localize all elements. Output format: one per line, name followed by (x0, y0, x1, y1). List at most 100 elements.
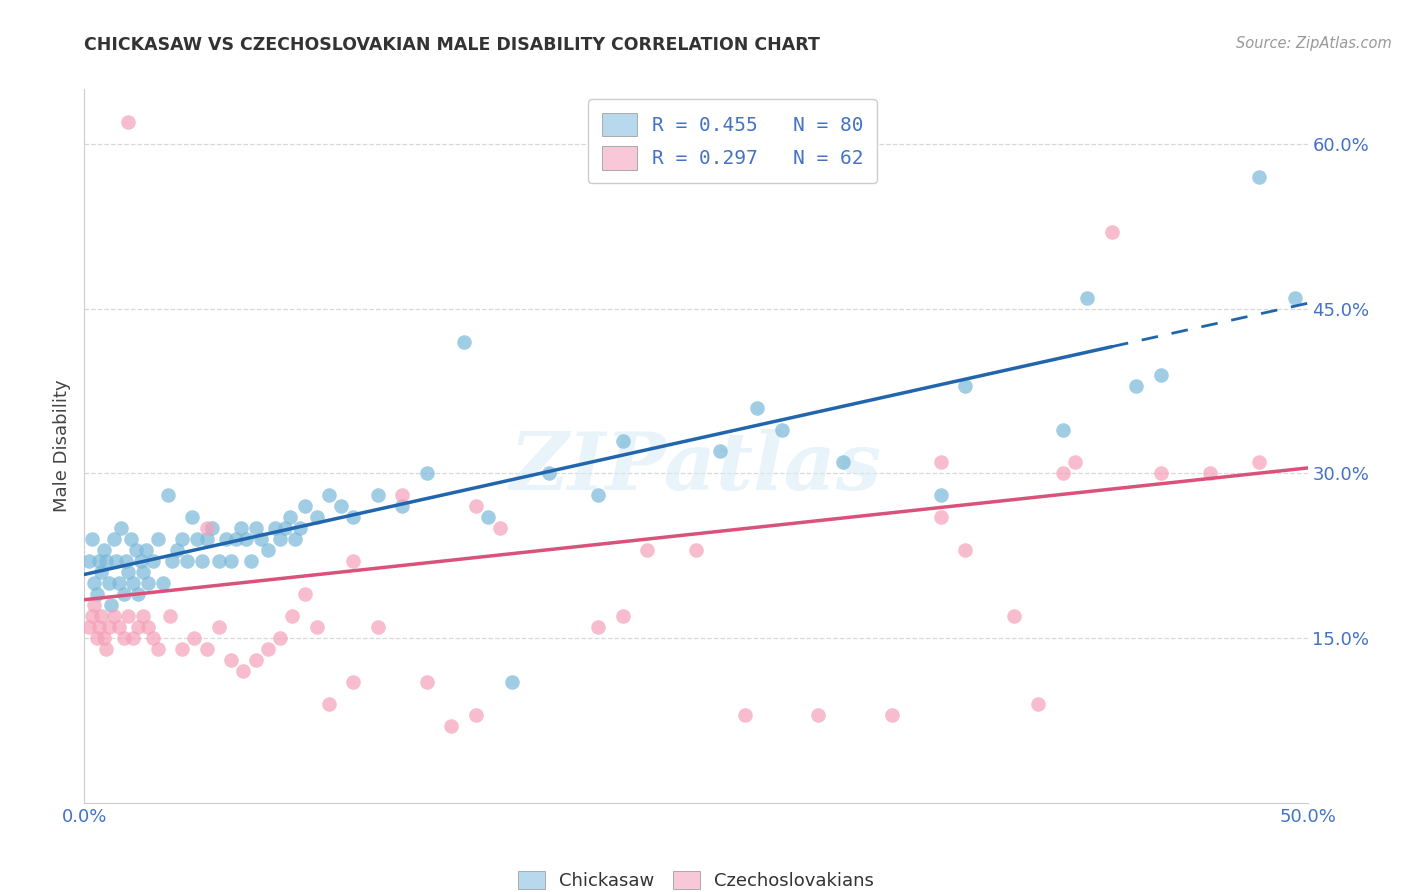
Point (166, 543, 188, 558)
Point (77, 554, 100, 568)
Point (127, 587, 149, 601)
Point (122, 576, 145, 591)
Point (122, 631, 145, 645)
Point (453, 334, 475, 349)
Point (142, 631, 165, 645)
Point (586, 620, 609, 634)
Point (294, 500, 316, 514)
Point (117, 115, 139, 129)
Point (477, 510, 499, 524)
Point (172, 642, 194, 657)
Point (274, 521, 297, 535)
Point (269, 631, 291, 645)
Point (586, 488, 609, 502)
Point (1247, 169, 1270, 184)
Point (257, 543, 280, 558)
Point (342, 510, 364, 524)
Point (107, 576, 129, 591)
Point (232, 664, 254, 678)
Point (86, 631, 108, 645)
Point (709, 444, 731, 458)
Point (172, 533, 194, 547)
Point (86, 587, 108, 601)
Point (162, 554, 184, 568)
Point (80, 533, 103, 547)
Point (229, 521, 252, 535)
Point (747, 401, 769, 415)
Point (1052, 423, 1074, 437)
Point (239, 554, 262, 568)
Point (186, 533, 208, 547)
Point (103, 609, 125, 624)
Point (929, 488, 952, 502)
Point (135, 543, 157, 558)
Point (318, 697, 340, 711)
Point (132, 609, 155, 624)
Point (200, 521, 222, 535)
Point (107, 620, 129, 634)
Point (146, 642, 169, 657)
Text: ZIPatlas: ZIPatlas (510, 429, 882, 506)
Point (129, 554, 152, 568)
Point (112, 587, 135, 601)
Point (1052, 467, 1074, 481)
Point (77, 620, 100, 634)
Point (464, 708, 486, 723)
Point (685, 543, 707, 558)
Point (257, 642, 280, 657)
Point (391, 500, 413, 514)
Point (152, 576, 174, 591)
Point (1247, 455, 1270, 469)
Legend: Chickasaw, Czechoslovakians: Chickasaw, Czechoslovakians (509, 862, 883, 892)
Point (612, 434, 634, 448)
Point (264, 521, 287, 535)
Point (245, 521, 267, 535)
Point (103, 533, 125, 547)
Point (929, 455, 952, 469)
Point (305, 620, 328, 634)
Point (612, 609, 634, 624)
Point (831, 455, 853, 469)
Point (1064, 455, 1087, 469)
Point (105, 554, 128, 568)
Point (159, 609, 181, 624)
Point (87, 620, 110, 634)
Point (93, 631, 115, 645)
Point (176, 554, 198, 568)
Point (1150, 467, 1173, 481)
Point (181, 510, 204, 524)
Point (1125, 378, 1147, 392)
Point (416, 675, 439, 690)
Point (87, 554, 110, 568)
Text: Source: ZipAtlas.com: Source: ZipAtlas.com (1236, 36, 1392, 51)
Point (117, 566, 139, 580)
Point (195, 642, 218, 657)
Point (97, 576, 120, 591)
Point (929, 510, 952, 524)
Point (464, 500, 486, 514)
Point (1002, 609, 1025, 624)
Point (215, 533, 238, 547)
Point (367, 620, 389, 634)
Point (305, 510, 328, 524)
Point (110, 521, 132, 535)
Point (245, 653, 267, 667)
Y-axis label: Male Disability: Male Disability (53, 380, 72, 512)
Point (284, 533, 307, 547)
Point (90, 566, 112, 580)
Point (83, 576, 105, 591)
Point (183, 631, 205, 645)
Point (367, 488, 389, 502)
Point (502, 675, 524, 690)
Point (93, 543, 115, 558)
Point (281, 609, 304, 624)
Point (195, 521, 218, 535)
Point (734, 708, 756, 723)
Point (96, 642, 118, 657)
Point (269, 533, 291, 547)
Point (90, 609, 112, 624)
Point (330, 500, 353, 514)
Point (96, 554, 118, 568)
Point (880, 708, 903, 723)
Point (219, 653, 242, 667)
